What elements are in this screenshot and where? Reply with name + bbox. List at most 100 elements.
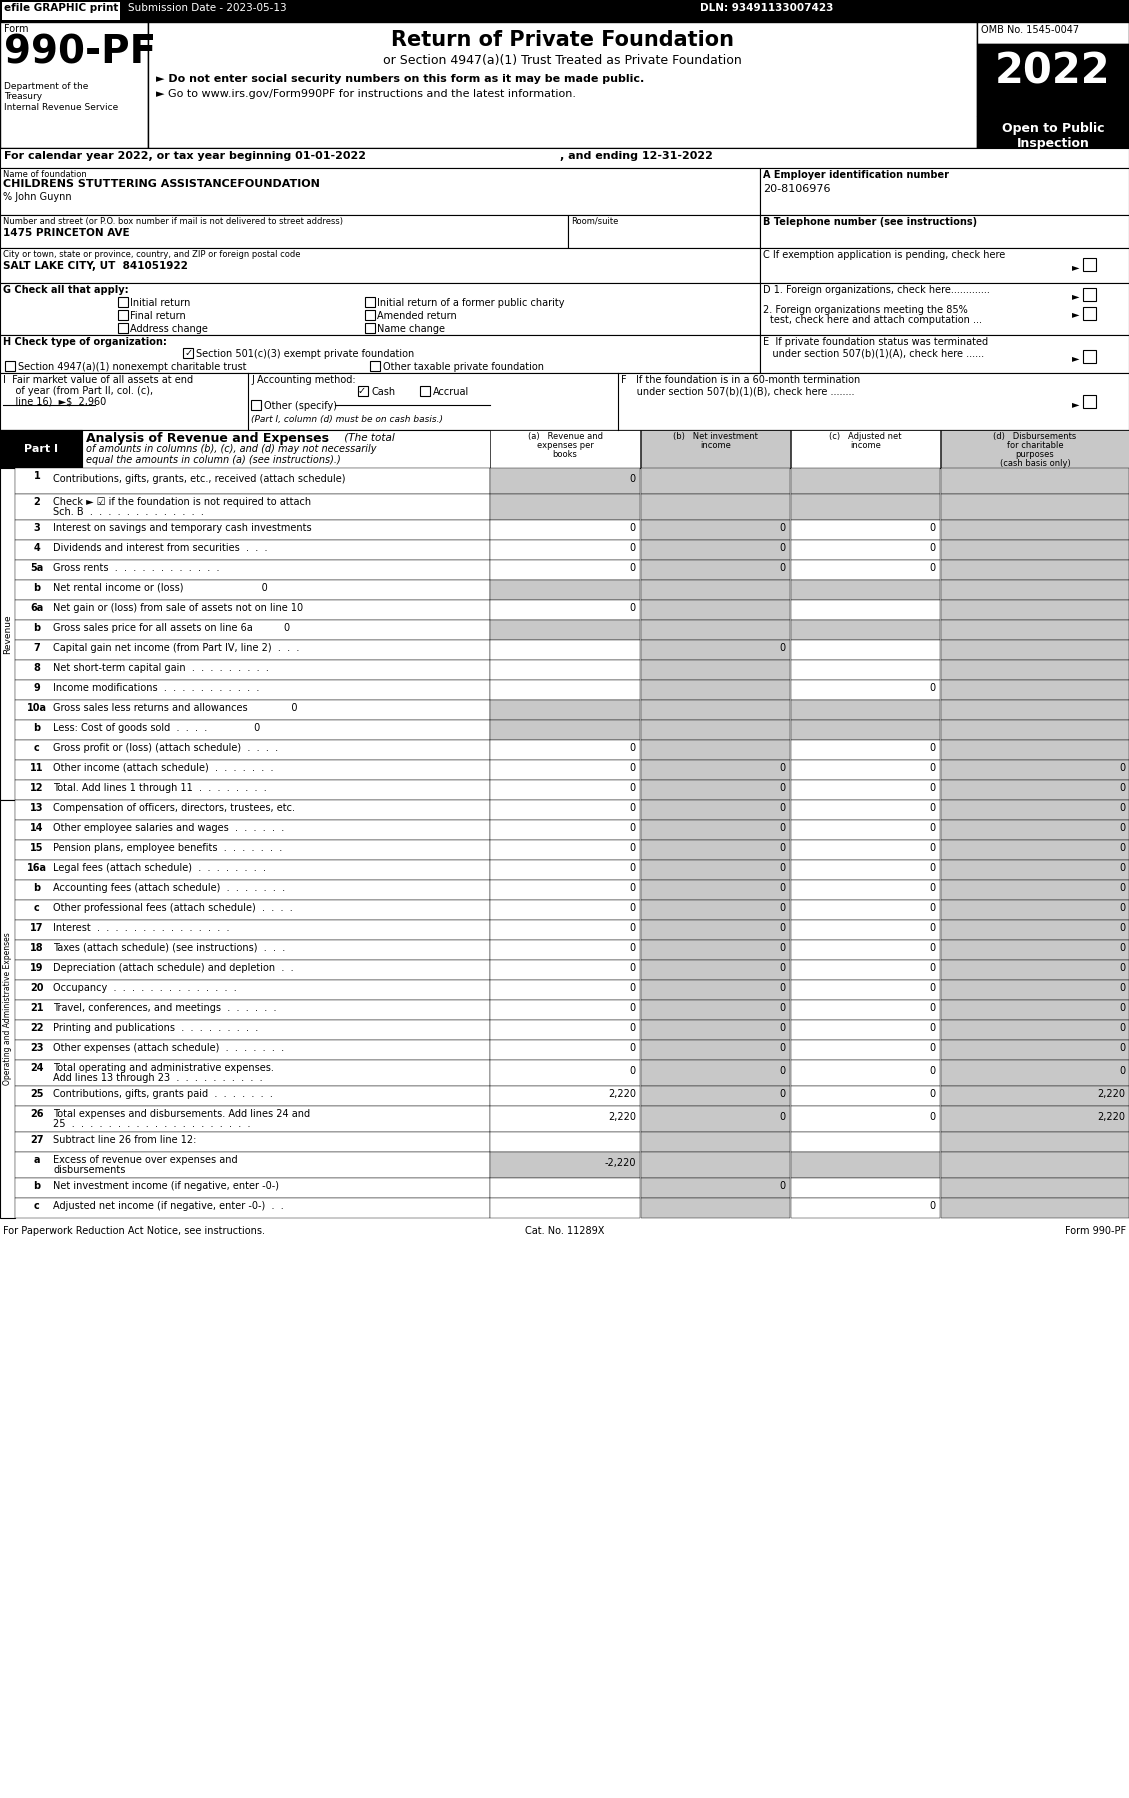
Text: 0: 0 <box>780 563 786 574</box>
Text: Gross profit or (loss) (attach schedule)  .  .  .  .: Gross profit or (loss) (attach schedule)… <box>53 743 278 753</box>
Bar <box>420 387 430 396</box>
Bar <box>1083 257 1096 271</box>
Bar <box>940 800 1129 820</box>
Bar <box>791 859 940 879</box>
Bar <box>940 901 1129 921</box>
Text: Travel, conferences, and meetings  .  .  .  .  .  .: Travel, conferences, and meetings . . . … <box>53 1003 277 1012</box>
Bar <box>15 581 490 601</box>
Bar <box>490 879 640 901</box>
Bar <box>641 800 790 820</box>
Text: purposes: purposes <box>1016 450 1054 458</box>
Text: 11: 11 <box>30 762 44 773</box>
Bar <box>940 940 1129 960</box>
Text: 0: 0 <box>630 863 636 874</box>
Bar <box>490 1106 640 1133</box>
Text: Sch. B  .  .  .  .  .  .  .  .  .  .  .  .  .: Sch. B . . . . . . . . . . . . . <box>53 507 204 518</box>
Bar <box>641 539 790 559</box>
Text: 0: 0 <box>630 843 636 852</box>
Bar <box>791 1039 940 1061</box>
Bar <box>148 22 977 147</box>
Bar <box>365 297 375 307</box>
Bar <box>641 741 790 761</box>
Text: 0: 0 <box>780 843 786 852</box>
Bar <box>490 581 640 601</box>
Text: 0: 0 <box>1119 843 1124 852</box>
Text: b: b <box>34 622 41 633</box>
Text: 0: 0 <box>630 563 636 574</box>
Bar <box>641 859 790 879</box>
Text: 14: 14 <box>30 823 44 832</box>
Bar <box>641 1178 790 1197</box>
Bar <box>370 361 380 370</box>
Text: 0: 0 <box>630 964 636 973</box>
Bar <box>641 761 790 780</box>
Bar <box>791 1178 940 1197</box>
Bar <box>15 699 490 719</box>
Text: 0: 0 <box>780 964 786 973</box>
Text: under section 507(b)(1)(A), check here ......: under section 507(b)(1)(A), check here .… <box>763 349 984 358</box>
Bar <box>119 324 128 333</box>
Text: Other income (attach schedule)  .  .  .  .  .  .  .: Other income (attach schedule) . . . . .… <box>53 762 273 773</box>
Bar <box>940 1178 1129 1197</box>
Text: 0: 0 <box>1119 984 1124 992</box>
Bar <box>15 840 490 859</box>
Bar <box>641 940 790 960</box>
Bar <box>791 1061 940 1086</box>
Text: Other professional fees (attach schedule)  .  .  .  .: Other professional fees (attach schedule… <box>53 903 292 913</box>
Text: Legal fees (attach schedule)  .  .  .  .  .  .  .  .: Legal fees (attach schedule) . . . . . .… <box>53 863 266 874</box>
Text: 0: 0 <box>780 1003 786 1012</box>
Bar <box>791 980 940 1000</box>
Text: 0: 0 <box>1119 823 1124 832</box>
Bar <box>15 1086 490 1106</box>
Text: test, check here and attach computation ...: test, check here and attach computation … <box>770 315 982 325</box>
Bar <box>791 539 940 559</box>
Bar <box>568 216 760 248</box>
Text: D 1. Foreign organizations, check here.............: D 1. Foreign organizations, check here..… <box>763 286 990 295</box>
Bar <box>0 0 1129 22</box>
Text: c: c <box>34 743 40 753</box>
Text: 0: 0 <box>780 823 786 832</box>
Bar <box>641 980 790 1000</box>
Bar <box>490 559 640 581</box>
Text: 0: 0 <box>930 804 936 813</box>
Text: 24: 24 <box>30 1063 44 1073</box>
Text: 0: 0 <box>930 984 936 992</box>
Bar <box>15 660 490 680</box>
Bar <box>15 539 490 559</box>
Bar <box>15 980 490 1000</box>
Text: 2,220: 2,220 <box>1097 1111 1124 1122</box>
Text: Other expenses (attach schedule)  .  .  .  .  .  .  .: Other expenses (attach schedule) . . . .… <box>53 1043 285 1054</box>
Text: G Check all that apply:: G Check all that apply: <box>3 286 129 295</box>
Text: Net investment income (if negative, enter -0-): Net investment income (if negative, ente… <box>53 1181 279 1190</box>
Bar <box>791 921 940 940</box>
Text: 0: 0 <box>780 1090 786 1099</box>
Text: 0: 0 <box>930 1043 936 1054</box>
Bar <box>490 1197 640 1217</box>
Text: 8: 8 <box>34 663 41 672</box>
Text: Occupancy  .  .  .  .  .  .  .  .  .  .  .  .  .  .: Occupancy . . . . . . . . . . . . . . <box>53 984 237 992</box>
Bar <box>940 1039 1129 1061</box>
Bar <box>490 1000 640 1019</box>
Bar <box>15 940 490 960</box>
Text: (c)   Adjusted net: (c) Adjusted net <box>829 432 902 441</box>
Bar <box>940 660 1129 680</box>
Bar <box>641 620 790 640</box>
Bar <box>940 859 1129 879</box>
Bar <box>15 1197 490 1217</box>
Bar <box>490 1039 640 1061</box>
Bar <box>791 1086 940 1106</box>
Bar <box>15 1133 490 1153</box>
Bar <box>183 349 193 358</box>
Text: 0: 0 <box>930 743 936 753</box>
Text: ►: ► <box>1073 263 1079 271</box>
Bar <box>940 840 1129 859</box>
Bar <box>490 840 640 859</box>
Text: DLN: 93491133007423: DLN: 93491133007423 <box>700 4 833 13</box>
Bar <box>940 780 1129 800</box>
Text: Other (specify): Other (specify) <box>264 401 336 412</box>
Bar <box>15 1061 490 1086</box>
Bar <box>490 494 640 520</box>
Bar <box>940 699 1129 719</box>
Text: 2022: 2022 <box>995 50 1111 92</box>
Text: Analysis of Revenue and Expenses: Analysis of Revenue and Expenses <box>86 432 329 444</box>
